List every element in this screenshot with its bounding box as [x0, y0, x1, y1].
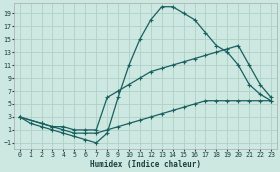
X-axis label: Humidex (Indice chaleur): Humidex (Indice chaleur): [90, 159, 201, 169]
